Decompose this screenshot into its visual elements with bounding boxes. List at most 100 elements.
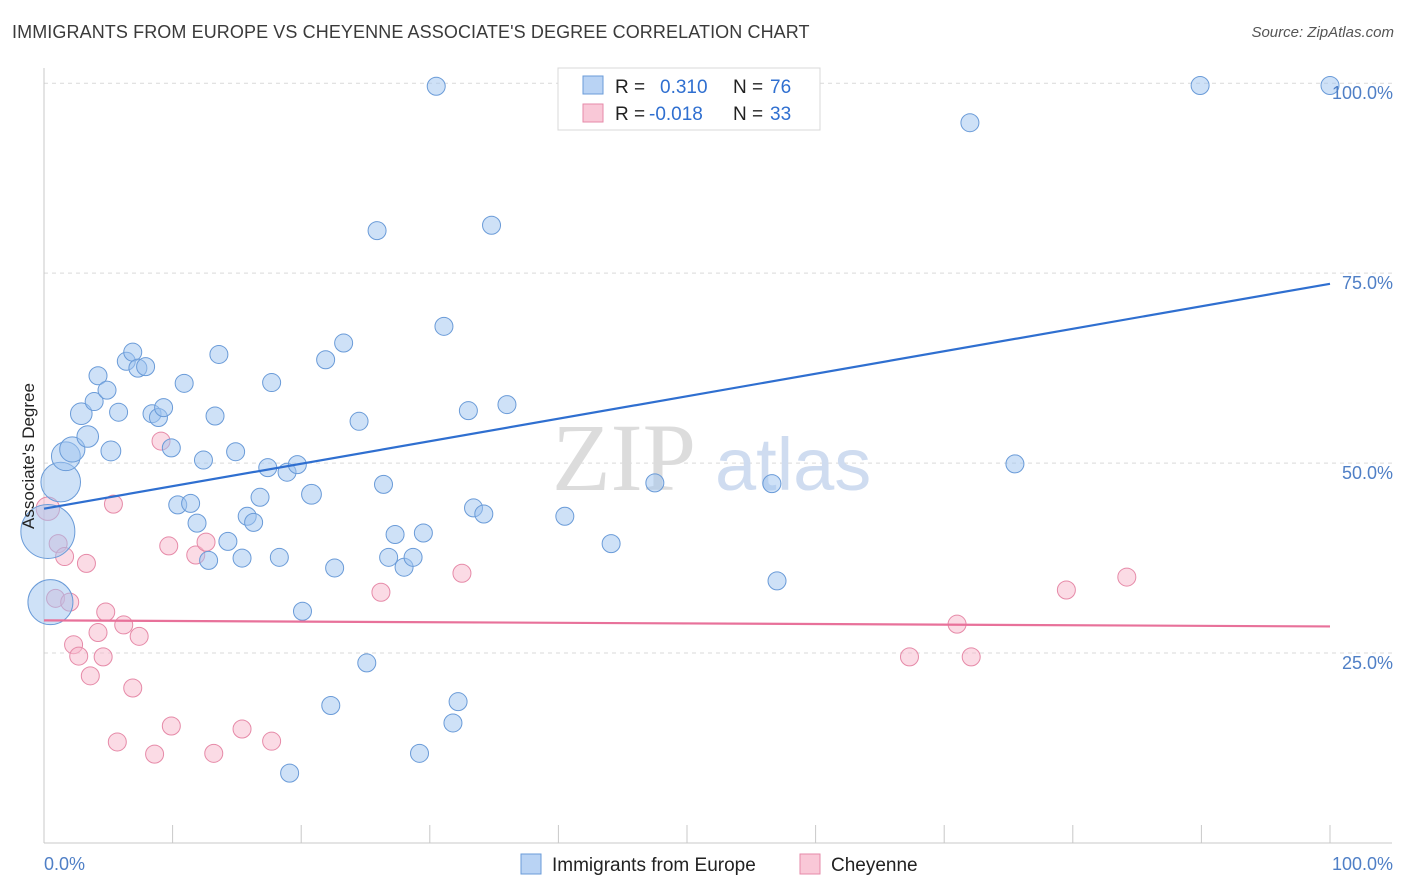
cheyenne-point-30	[961, 647, 981, 667]
europe-point-67	[645, 473, 665, 493]
europe-point-48	[367, 221, 387, 241]
europe-point-58	[443, 713, 463, 733]
legend-r-label-europe: R =	[615, 77, 645, 98]
europe-point-18	[154, 398, 174, 418]
cheyenne-point-13	[107, 732, 127, 752]
europe-point-74	[1320, 75, 1340, 95]
europe-point-26	[205, 406, 225, 426]
europe-point-62	[474, 504, 494, 524]
europe-point-11	[109, 402, 129, 422]
cheyenne-point-27	[452, 563, 472, 583]
europe-point-33	[250, 487, 270, 507]
legend-n-label-europe: N =	[733, 77, 763, 98]
cheyenne-point-15	[123, 678, 143, 698]
europe-point-35	[262, 373, 282, 393]
cheyenne-point-9	[88, 623, 108, 643]
legend-r-label-cheyenne: R =	[615, 104, 645, 125]
europe-point-43	[321, 695, 341, 715]
bottom-legend-label-europe: Immigrants from Europe	[552, 855, 756, 876]
europe-point-47	[357, 653, 377, 673]
grid-lines	[44, 82, 1392, 654]
europe-point-60	[458, 401, 478, 421]
europe-point-70	[767, 571, 787, 591]
bottom-legend: Immigrants from Europe Cheyenne	[520, 853, 918, 876]
europe-point-41	[301, 483, 322, 505]
y-axis-label: Associate's Degree	[19, 383, 38, 529]
cheyenne-point-32	[1117, 567, 1137, 587]
europe-point-23	[187, 513, 207, 533]
legend-n-value-cheyenne: 33	[770, 104, 791, 125]
legend-r-value-europe: 0.310	[660, 77, 708, 98]
europe-point-40	[292, 601, 312, 621]
europe-point-42	[316, 350, 336, 370]
europe-point-27	[209, 344, 229, 364]
europe-point-13	[123, 342, 143, 362]
legend-swatch-cheyenne	[582, 103, 604, 123]
europe-point-32	[244, 512, 264, 532]
cheyenne-point-25	[262, 731, 282, 751]
y-tick-label-3: 100.0%	[1332, 83, 1393, 103]
europe-point-50	[379, 547, 399, 567]
europe-point-55	[413, 523, 433, 543]
y-tick-label-0: 25.0%	[1342, 653, 1393, 673]
europe-point-36	[269, 547, 289, 567]
europe-point-21	[174, 373, 194, 393]
cheyenne-point-16	[129, 626, 149, 646]
trend-lines	[43, 282, 1331, 628]
legend-n-label-cheyenne: N =	[733, 104, 763, 125]
europe-point-22	[181, 493, 201, 513]
cheyenne-point-28	[899, 647, 919, 667]
cheyenne-point-23	[204, 743, 224, 763]
europe-point-71	[960, 113, 980, 133]
cheyenne-point-19	[159, 536, 179, 556]
y-tick-label-2: 75.0%	[1342, 273, 1393, 293]
europe-point-9	[97, 380, 117, 400]
europe-point-54	[410, 743, 430, 763]
cheyenne-point-8	[80, 666, 100, 686]
legend-box: R = 0.310 N = 76 R = -0.018 N = 33	[557, 67, 821, 131]
cheyenne-point-24	[232, 719, 252, 739]
europe-point-64	[497, 395, 517, 415]
europe-point-65	[555, 506, 575, 526]
europe-point-56	[426, 76, 446, 96]
europe-trend-line	[43, 282, 1331, 510]
europe-point-1	[27, 579, 74, 626]
europe-point-8	[88, 366, 108, 386]
cheyenne-point-12	[103, 494, 123, 514]
y-tick-labels: 25.0% 50.0% 75.0% 100.0%	[1332, 83, 1393, 673]
europe-point-15	[136, 357, 156, 377]
bottom-legend-label-cheyenne: Cheyenne	[831, 855, 918, 876]
europe-point-30	[232, 548, 252, 568]
europe-point-7	[84, 392, 104, 412]
europe-point-28	[218, 531, 238, 551]
europe-point-29	[226, 442, 246, 462]
chart-title: IMMIGRANTS FROM EUROPE VS CHEYENNE ASSOC…	[12, 22, 810, 42]
y-tick-label-1: 50.0%	[1342, 463, 1393, 483]
chart-source: Source: ZipAtlas.com	[1251, 24, 1394, 41]
europe-point-44	[325, 558, 345, 578]
europe-point-6	[76, 425, 100, 448]
legend-r-value-cheyenne: -0.018	[649, 104, 703, 125]
europe-point-69	[762, 474, 782, 494]
cheyenne-point-31	[1056, 580, 1076, 600]
europe-point-24	[193, 450, 213, 470]
europe-point-25	[199, 550, 219, 570]
data-points	[20, 75, 1340, 783]
cheyenne-point-11	[96, 602, 116, 622]
cheyenne-point-26	[371, 582, 391, 602]
europe-point-63	[482, 215, 502, 235]
legend-swatch-europe	[582, 75, 604, 95]
watermark: ZIP atlas	[552, 404, 871, 511]
europe-point-45	[334, 333, 354, 353]
axes	[43, 68, 1392, 844]
x-tick-label-1: 100.0%	[1332, 854, 1393, 874]
x-tick-label-0: 0.0%	[44, 854, 85, 874]
cheyenne-trend-line	[43, 619, 1331, 628]
bottom-legend-swatch-cheyenne	[799, 853, 821, 875]
europe-point-66	[601, 534, 621, 554]
x-tick-labels: 0.0% 100.0%	[44, 854, 1393, 874]
europe-point-0	[20, 503, 76, 559]
cheyenne-point-22	[196, 532, 216, 552]
cheyenne-point-17	[145, 744, 165, 764]
